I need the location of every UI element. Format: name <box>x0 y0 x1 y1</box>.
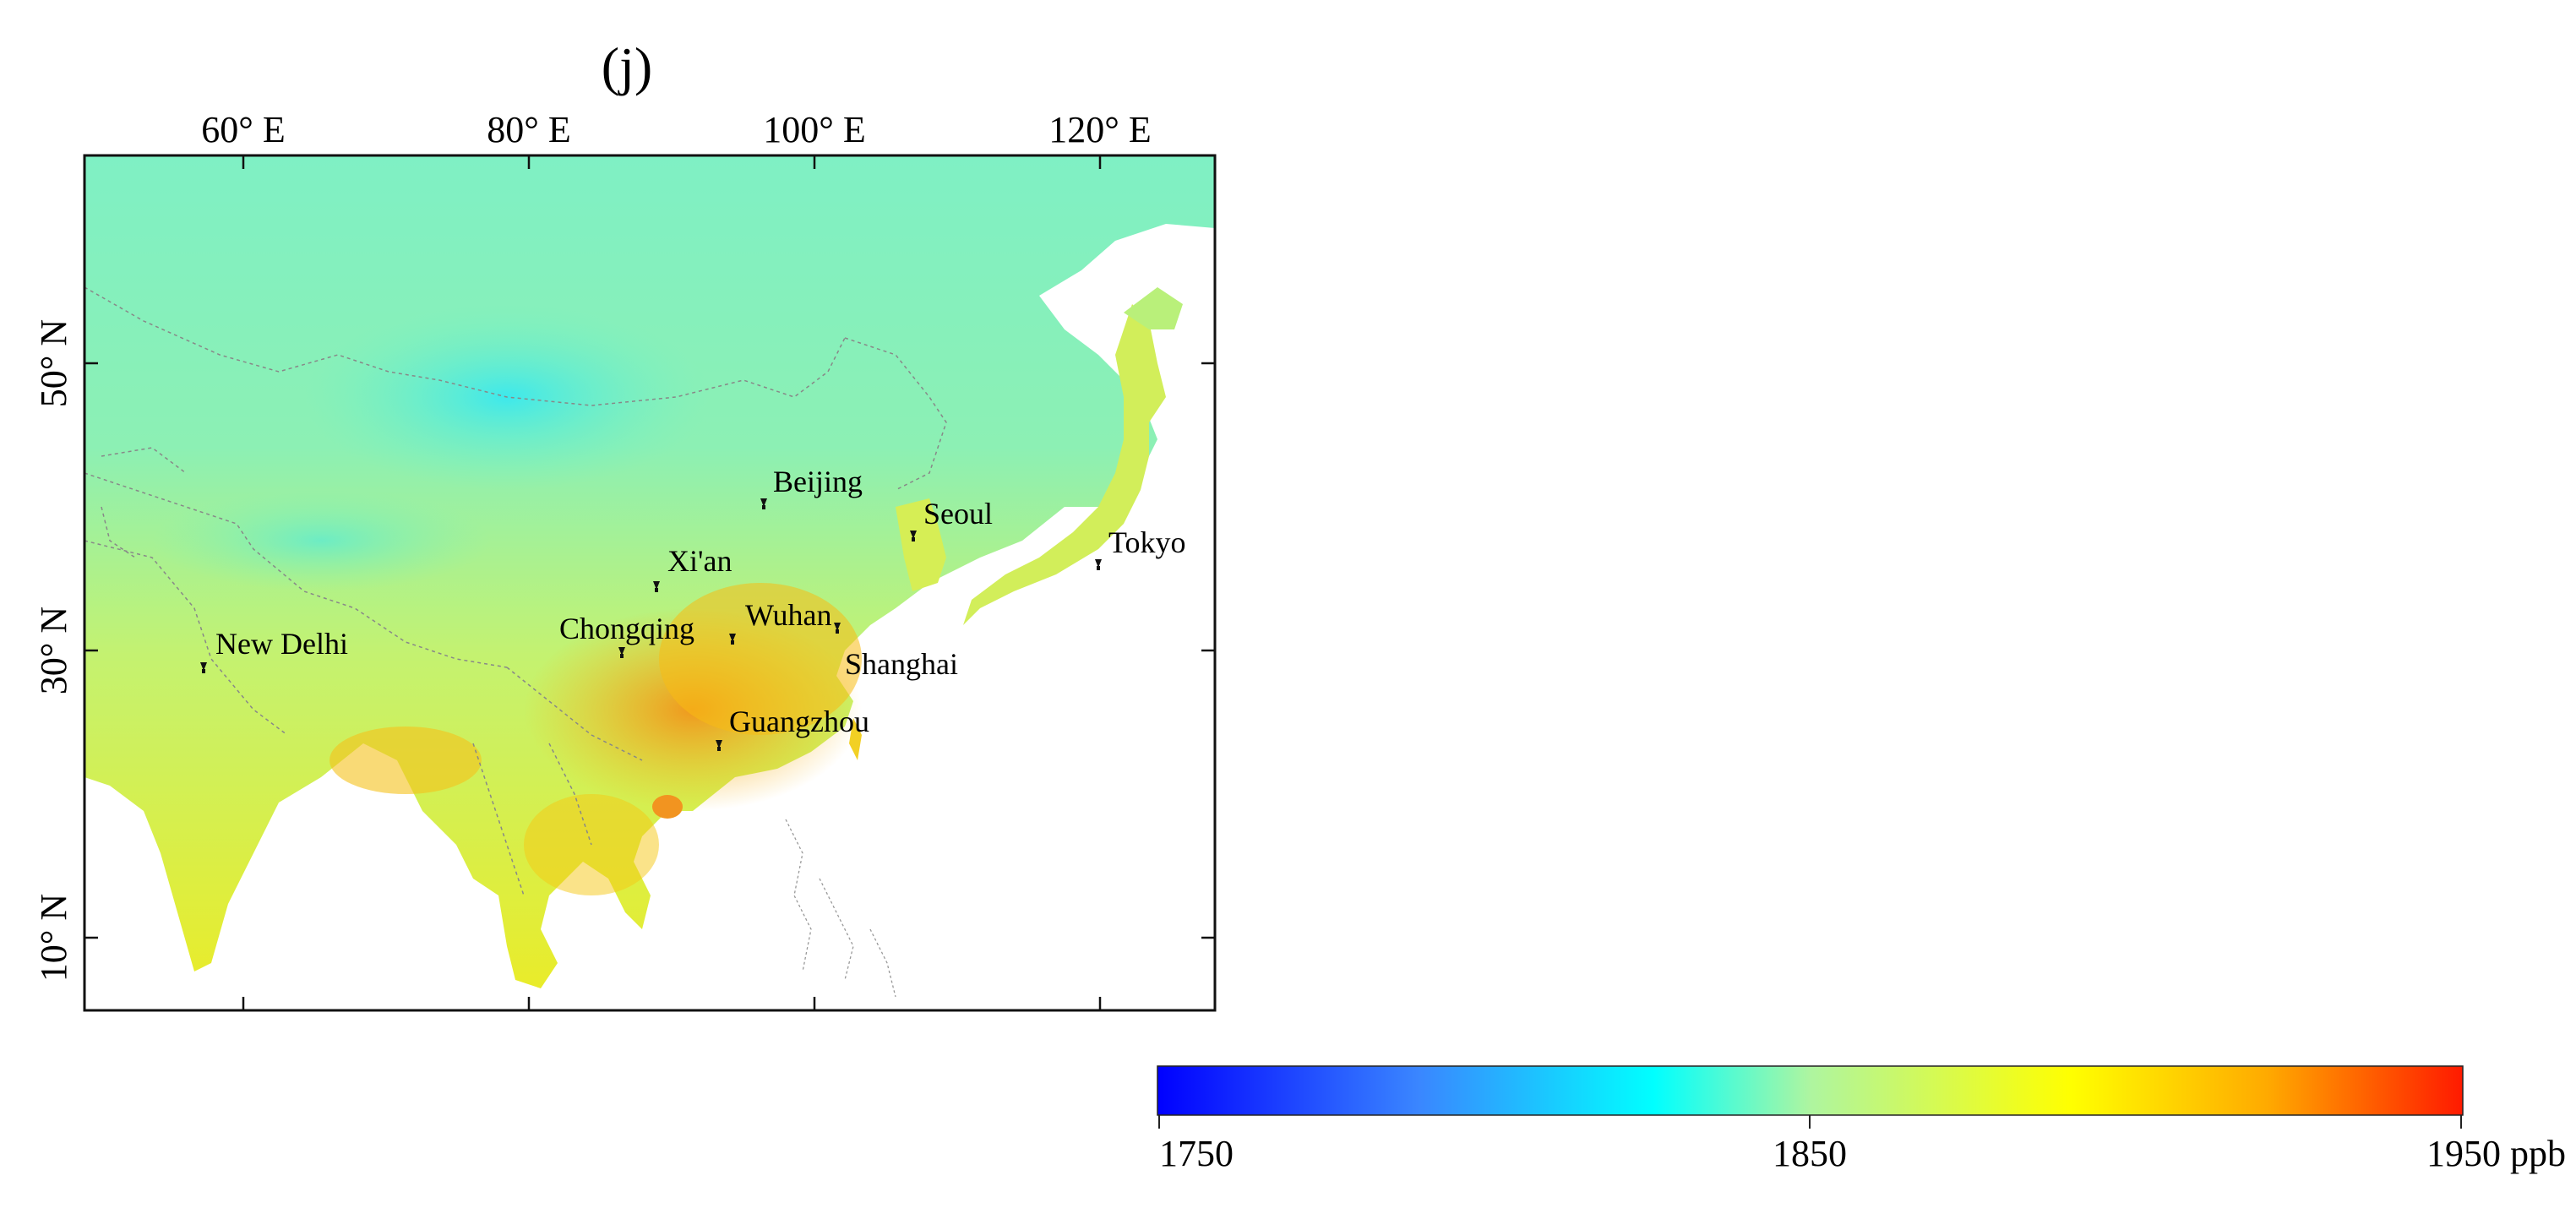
lon-label-120: 120° E <box>1048 109 1151 150</box>
city-marker-shanghai <box>834 623 841 634</box>
city-label-new-delhi: New Delhi <box>215 627 348 661</box>
city-marker-beijing <box>760 498 767 509</box>
city-marker-chongqing <box>618 647 625 658</box>
lon-label-80: 80° E <box>487 109 570 150</box>
city-marker-new-delhi <box>200 662 207 673</box>
country-borders <box>84 286 947 896</box>
lon-label-60: 60° E <box>201 109 285 150</box>
city-label-seoul: Seoul <box>923 497 993 531</box>
city-marker-tokyo <box>1095 559 1102 570</box>
city-label-tokyo: Tokyo <box>1108 525 1185 559</box>
landmass-hainan <box>652 795 683 819</box>
methane-map: 60° E 80° E 100° E 120° E 50° N 30° N 10… <box>33 109 1217 1012</box>
colorbar-label-mid: 1850 <box>1773 1133 1847 1174</box>
warm-region-central-china <box>659 583 862 735</box>
city-markers <box>200 498 1102 751</box>
philippines-outline <box>785 819 896 998</box>
city-label-xian: Xi'an <box>667 544 732 578</box>
lat-label-30: 30° N <box>33 607 74 694</box>
landmass-korea <box>896 498 946 591</box>
city-marker-wuhan <box>729 634 736 645</box>
panel-label: (j) <box>602 36 652 96</box>
lat-label-10: 10° N <box>33 894 74 982</box>
city-label-chongqing: Chongqing <box>559 612 694 645</box>
cold-region-tibet <box>152 490 490 591</box>
landmass-hokkaido <box>1124 287 1183 329</box>
left-tick-marks <box>84 362 1215 939</box>
city-marker-seoul <box>910 531 917 541</box>
top-tick-marks <box>242 155 1102 1010</box>
map-frame <box>83 154 1217 1012</box>
city-label-guangzhou: Guangzhou <box>729 705 869 738</box>
city-label-wuhan: Wuhan <box>745 598 832 632</box>
colorbar-label-max: 1950 ppb <box>2426 1133 2566 1174</box>
landmass-taiwan <box>849 718 862 760</box>
landmass-japan <box>963 304 1166 625</box>
city-label-beijing: Beijing <box>773 465 863 498</box>
colorbar: 1750 1850 1950 ppb <box>1157 1065 2566 1174</box>
city-label-shanghai: Shanghai <box>845 647 958 681</box>
city-marker-guangzhou <box>716 740 722 751</box>
colorbar-label-min: 1750 <box>1159 1133 1234 1174</box>
lat-label-50: 50° N <box>33 319 74 407</box>
colorbar-tick-marks <box>1158 1115 2462 1129</box>
city-marker-xian <box>653 581 660 592</box>
warm-region-bangladesh <box>329 727 482 794</box>
colorbar-gradient <box>1157 1065 2464 1116</box>
lon-label-100: 100° E <box>763 109 865 150</box>
